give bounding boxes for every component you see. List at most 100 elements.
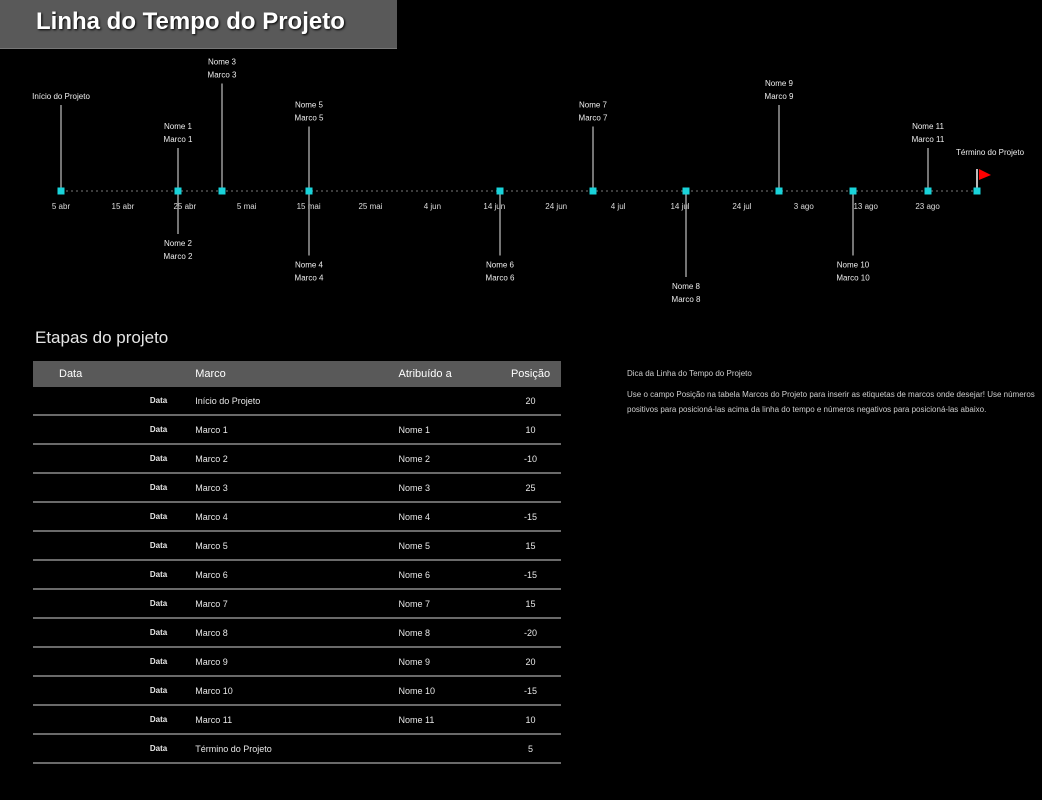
cell-position[interactable]: 10 xyxy=(500,415,561,445)
cell-marco[interactable]: Marco 2 xyxy=(181,444,399,474)
cell-date[interactable]: Data xyxy=(33,618,182,648)
table-row[interactable]: Data Marco 9 Nome 9 20 xyxy=(33,647,561,677)
milestone-name: Nome 11 xyxy=(912,122,944,131)
milestone-label: Marco 5 xyxy=(295,114,324,123)
axis-tick-label: 24 jun xyxy=(545,202,567,211)
cell-assigned[interactable]: Nome 7 xyxy=(398,589,501,619)
cell-date[interactable]: Data xyxy=(33,415,182,445)
axis-tick-label: 25 abr xyxy=(173,202,196,211)
cell-assigned[interactable]: Nome 1 xyxy=(398,415,501,445)
cell-marco[interactable]: Marco 1 xyxy=(181,415,399,445)
axis-tick-label: 13 ago xyxy=(853,202,878,211)
cell-date[interactable]: Data xyxy=(33,589,182,619)
milestone-label: Marco 9 xyxy=(765,92,794,101)
cell-date[interactable]: Data xyxy=(33,676,182,706)
milestone-label: Término do Projeto xyxy=(956,148,1025,157)
milestone-name: Nome 7 xyxy=(579,101,608,110)
tip-body: Use o campo Posição na tabela Marcos do … xyxy=(627,390,1035,414)
cell-position[interactable]: 5 xyxy=(500,734,561,764)
table-row[interactable]: Data Marco 8 Nome 8 -20 xyxy=(33,618,561,648)
cell-date[interactable]: Data xyxy=(33,705,182,735)
cell-position[interactable]: 15 xyxy=(500,531,561,561)
cell-position[interactable]: -15 xyxy=(500,560,561,590)
milestone-marker xyxy=(682,187,690,195)
col-header-assigned[interactable]: Atribuído a xyxy=(398,361,501,387)
cell-assigned[interactable] xyxy=(398,734,501,764)
cell-position[interactable]: 15 xyxy=(500,589,561,619)
milestone-label: Marco 10 xyxy=(836,274,870,283)
cell-position[interactable]: -15 xyxy=(500,676,561,706)
milestone-label: Marco 2 xyxy=(164,252,193,261)
cell-date[interactable]: Data xyxy=(33,647,182,677)
cell-date[interactable]: Data xyxy=(33,444,182,474)
cell-assigned[interactable]: Nome 10 xyxy=(398,676,501,706)
cell-marco[interactable]: Marco 6 xyxy=(181,560,399,590)
cell-assigned[interactable]: Nome 2 xyxy=(398,444,501,474)
cell-position[interactable]: 20 xyxy=(500,647,561,677)
cell-assigned[interactable]: Nome 8 xyxy=(398,618,501,648)
cell-marco[interactable]: Início do Projeto xyxy=(181,387,399,416)
milestone-name: Nome 5 xyxy=(295,101,324,110)
cell-assigned[interactable]: Nome 5 xyxy=(398,531,501,561)
table-row[interactable]: Data Marco 10 Nome 10 -15 xyxy=(33,676,561,706)
cell-position[interactable]: -15 xyxy=(500,502,561,532)
milestone-name: Nome 1 xyxy=(164,122,193,131)
cell-assigned[interactable]: Nome 4 xyxy=(398,502,501,532)
table-row[interactable]: Data Marco 3 Nome 3 25 xyxy=(33,473,561,503)
cell-marco[interactable]: Término do Projeto xyxy=(181,734,399,764)
table-row[interactable]: Data Marco 7 Nome 7 15 xyxy=(33,589,561,619)
table-row[interactable]: Data Início do Projeto 20 xyxy=(33,387,561,416)
cell-assigned[interactable]: Nome 3 xyxy=(398,473,501,503)
table-row[interactable]: Data Marco 4 Nome 4 -15 xyxy=(33,502,561,532)
milestone-name: Nome 4 xyxy=(295,261,324,270)
title-bar: Linha do Tempo do Projeto xyxy=(0,0,397,49)
col-header-marco[interactable]: Marco xyxy=(181,361,399,387)
milestone-label: Marco 7 xyxy=(579,114,608,123)
table-row[interactable]: Data Término do Projeto 5 xyxy=(33,734,561,764)
milestone-name: Nome 8 xyxy=(672,282,701,291)
axis-tick-label: 14 jul xyxy=(670,202,689,211)
cell-date[interactable]: Data xyxy=(33,734,182,764)
table-row[interactable]: Data Marco 2 Nome 2 -10 xyxy=(33,444,561,474)
cell-marco[interactable]: Marco 11 xyxy=(181,705,399,735)
cell-marco[interactable]: Marco 3 xyxy=(181,473,399,503)
cell-date[interactable]: Data xyxy=(33,531,182,561)
cell-date[interactable]: Data xyxy=(33,560,182,590)
milestone-marker xyxy=(589,187,597,195)
cell-assigned[interactable] xyxy=(398,387,501,416)
cell-position[interactable]: 25 xyxy=(500,473,561,503)
cell-date[interactable]: Data xyxy=(33,387,182,416)
axis-tick-label: 24 jul xyxy=(732,202,751,211)
cell-assigned[interactable]: Nome 9 xyxy=(398,647,501,677)
cell-position[interactable]: 20 xyxy=(500,387,561,416)
milestone-name: Nome 9 xyxy=(765,79,794,88)
table-row[interactable]: Data Marco 1 Nome 1 10 xyxy=(33,415,561,445)
col-header-position[interactable]: Posição xyxy=(500,361,561,387)
tip-panel: Dica da Linha do Tempo do Projeto Use o … xyxy=(627,366,1042,417)
milestone-name: Nome 10 xyxy=(837,261,870,270)
cell-position[interactable]: -20 xyxy=(500,618,561,648)
axis-tick-label: 4 jun xyxy=(424,202,441,211)
flag-icon xyxy=(979,169,991,180)
table-row[interactable]: Data Marco 6 Nome 6 -15 xyxy=(33,560,561,590)
cell-marco[interactable]: Marco 4 xyxy=(181,502,399,532)
table-row[interactable]: Data Marco 5 Nome 5 15 xyxy=(33,531,561,561)
cell-marco[interactable]: Marco 9 xyxy=(181,647,399,677)
cell-position[interactable]: 10 xyxy=(500,705,561,735)
axis-tick-label: 3 ago xyxy=(794,202,815,211)
milestones-table: Data Marco Atribuído a Posição Data Iníci… xyxy=(33,361,561,764)
cell-date[interactable]: Data xyxy=(33,473,182,503)
cell-assigned[interactable]: Nome 6 xyxy=(398,560,501,590)
cell-marco[interactable]: Marco 7 xyxy=(181,589,399,619)
cell-marco[interactable]: Marco 10 xyxy=(181,676,399,706)
cell-date[interactable]: Data xyxy=(33,502,182,532)
cell-position[interactable]: -10 xyxy=(500,444,561,474)
col-header-date[interactable]: Data xyxy=(33,361,182,387)
table-row[interactable]: Data Marco 11 Nome 11 10 xyxy=(33,705,561,735)
cell-marco[interactable]: Marco 5 xyxy=(181,531,399,561)
milestone-marker xyxy=(849,187,857,195)
section-title: Etapas do projeto xyxy=(35,328,169,347)
cell-marco[interactable]: Marco 8 xyxy=(181,618,399,648)
cell-assigned[interactable]: Nome 11 xyxy=(398,705,501,735)
milestone-marker xyxy=(174,187,182,195)
